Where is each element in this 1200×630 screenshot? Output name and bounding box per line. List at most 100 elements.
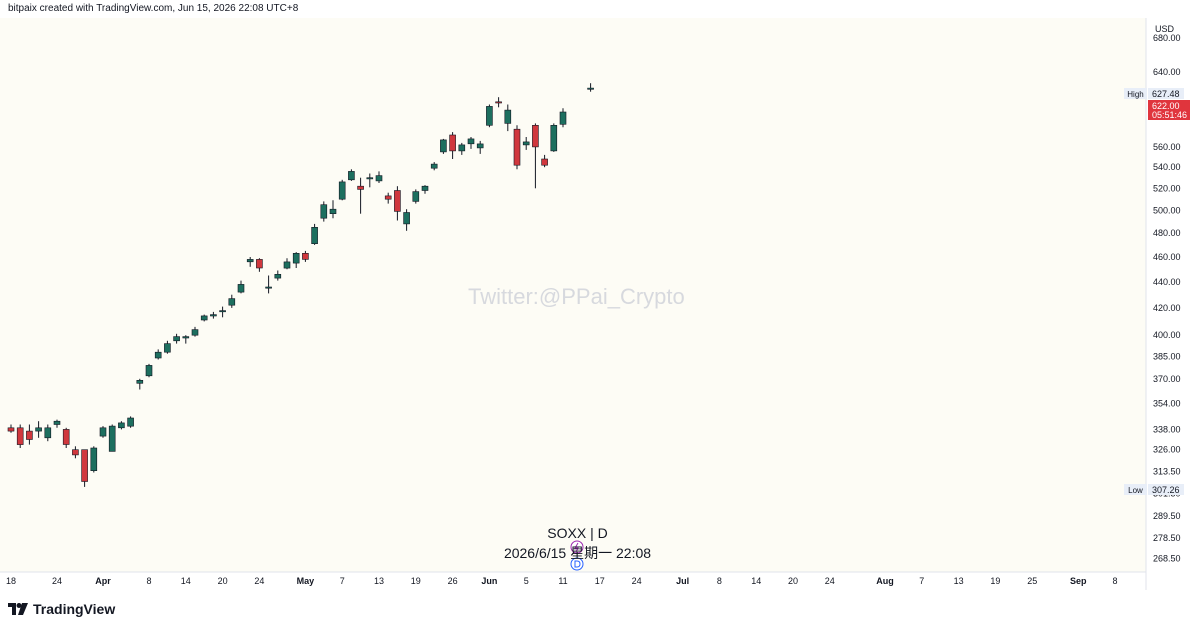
candle-body-up bbox=[35, 427, 42, 432]
candle-body-down bbox=[495, 101, 502, 104]
time-tick-label: 8 bbox=[717, 576, 722, 586]
candle-body-up bbox=[136, 379, 144, 384]
event-icons[interactable] bbox=[570, 540, 584, 571]
time-tick-label: Jul bbox=[676, 576, 689, 586]
price-tick-label: 400.00 bbox=[1153, 330, 1181, 340]
candle-body-up bbox=[338, 181, 346, 200]
candle-body-up bbox=[200, 315, 208, 321]
time-tick-label: May bbox=[297, 576, 315, 586]
candle-body-up bbox=[440, 139, 447, 153]
candle-body-up bbox=[237, 284, 245, 293]
tradingview-logo-icon bbox=[8, 603, 28, 615]
candle-body-up bbox=[108, 425, 116, 452]
candle-body-up bbox=[458, 144, 466, 152]
time-tick-label: 5 bbox=[524, 576, 529, 586]
candle-body-up bbox=[44, 427, 52, 439]
price-tick-label: 540.00 bbox=[1153, 162, 1181, 172]
time-tick-label: 18 bbox=[6, 576, 16, 586]
candle-body-down bbox=[513, 128, 521, 166]
low-label: Low bbox=[1128, 486, 1143, 495]
time-tick-label: Jun bbox=[481, 576, 497, 586]
time-tick-label: 25 bbox=[1027, 576, 1037, 586]
candle-body-up bbox=[173, 336, 180, 342]
candle-body-up bbox=[348, 171, 355, 181]
candle-body-up bbox=[430, 163, 438, 169]
candle-body-up bbox=[228, 298, 236, 306]
price-tick-label: 440.00 bbox=[1153, 277, 1181, 287]
time-tick-label: 24 bbox=[825, 576, 835, 586]
candle-body-down bbox=[532, 125, 539, 148]
time-tick-label: 20 bbox=[788, 576, 798, 586]
candle-body-down bbox=[72, 449, 79, 456]
candle-body-up bbox=[265, 286, 272, 289]
candle-body-up bbox=[145, 365, 153, 377]
time-tick-label: 19 bbox=[990, 576, 1000, 586]
price-tick-label: 500.00 bbox=[1153, 205, 1181, 215]
candle-body-up bbox=[127, 417, 134, 427]
candle-body-down bbox=[302, 253, 309, 260]
time-tick-label: Aug bbox=[876, 576, 894, 586]
candle-body-up bbox=[274, 273, 282, 279]
price-markers: High 627.48 622.00 05:51:46 Low 307.26 bbox=[1124, 88, 1190, 495]
time-tick-label: 26 bbox=[448, 576, 458, 586]
time-tick-label: 20 bbox=[218, 576, 228, 586]
candle-body-down bbox=[541, 158, 548, 166]
price-tick-label: 338.00 bbox=[1153, 424, 1181, 434]
time-tick-label: 17 bbox=[595, 576, 605, 586]
lightning-event-icon[interactable] bbox=[570, 540, 584, 554]
price-tick-label: 480.00 bbox=[1153, 228, 1181, 238]
candle-body-down bbox=[449, 134, 456, 152]
time-tick-label: Sep bbox=[1070, 576, 1087, 586]
price-tick-label: 680.00 bbox=[1153, 33, 1181, 43]
price-tick-label: 520.00 bbox=[1153, 183, 1181, 193]
candle-body-down bbox=[81, 449, 88, 482]
candle-body-down bbox=[62, 429, 70, 445]
chart-header: bitpaix created with TradingView.com, Ju… bbox=[8, 3, 299, 14]
candle-body-up bbox=[366, 177, 374, 180]
time-tick-label: 24 bbox=[632, 576, 642, 586]
price-tick-label: 268.50 bbox=[1153, 553, 1181, 563]
candle-body-up bbox=[219, 310, 226, 313]
chart-area[interactable]: USD 680.00640.00600.00560.00540.00520.00… bbox=[0, 18, 1200, 590]
candle-body-up bbox=[53, 420, 61, 425]
price-tick-label: 385.00 bbox=[1153, 352, 1181, 362]
high-value-box bbox=[1148, 88, 1184, 99]
candle-body-up bbox=[559, 111, 567, 125]
price-tick-label: 420.00 bbox=[1153, 303, 1181, 313]
time-tick-label: Apr bbox=[95, 576, 111, 586]
candle-body-up bbox=[154, 351, 162, 359]
plot-background bbox=[0, 18, 1146, 572]
candle-body-up bbox=[182, 336, 190, 339]
candle-body-up bbox=[476, 143, 484, 149]
time-tick-label: 24 bbox=[254, 576, 264, 586]
price-tick-label: 370.00 bbox=[1153, 374, 1181, 384]
price-tick-label: 313.50 bbox=[1153, 467, 1181, 477]
time-axis[interactable]: 18 24 Apr 8 14 20 24 May 7 13 19 26 Jun 5 11 17 24 Jul 8 14… bbox=[6, 576, 1118, 586]
candle-body-down bbox=[26, 430, 33, 440]
tradingview-logo-text: TradingView bbox=[33, 601, 116, 617]
legend-datetime: 2026/6/15 星期一 22:08 bbox=[503, 545, 652, 561]
candle-body-up bbox=[403, 212, 410, 225]
candle-body-up bbox=[412, 191, 420, 202]
candle-body-up bbox=[486, 106, 493, 126]
symbol-interval: SOXX | D bbox=[547, 525, 608, 541]
candle-body-up bbox=[375, 175, 383, 182]
candlestick-chart[interactable]: USD 680.00640.00600.00560.00540.00520.00… bbox=[0, 18, 1200, 590]
time-tick-label: 8 bbox=[146, 576, 151, 586]
candle-body-up bbox=[164, 343, 171, 353]
candle-body-up bbox=[522, 141, 530, 146]
price-tick-label: 560.00 bbox=[1153, 142, 1181, 152]
time-tick-label: 14 bbox=[181, 576, 191, 586]
lightning-glyph bbox=[574, 542, 579, 553]
dividend-event-icon[interactable] bbox=[570, 557, 584, 571]
price-tick-label: 289.50 bbox=[1153, 511, 1181, 521]
candle-body-up bbox=[191, 329, 199, 336]
time-tick-label: 19 bbox=[411, 576, 421, 586]
candle-body-up bbox=[421, 185, 429, 191]
bar-countdown: 05:51:46 bbox=[1152, 110, 1187, 120]
candle-body-up bbox=[210, 314, 217, 317]
last-price: 622.00 bbox=[1152, 101, 1180, 111]
tradingview-logo[interactable]: TradingView bbox=[8, 601, 115, 617]
last-price-box bbox=[1148, 100, 1190, 120]
candle-body-up bbox=[587, 87, 594, 90]
